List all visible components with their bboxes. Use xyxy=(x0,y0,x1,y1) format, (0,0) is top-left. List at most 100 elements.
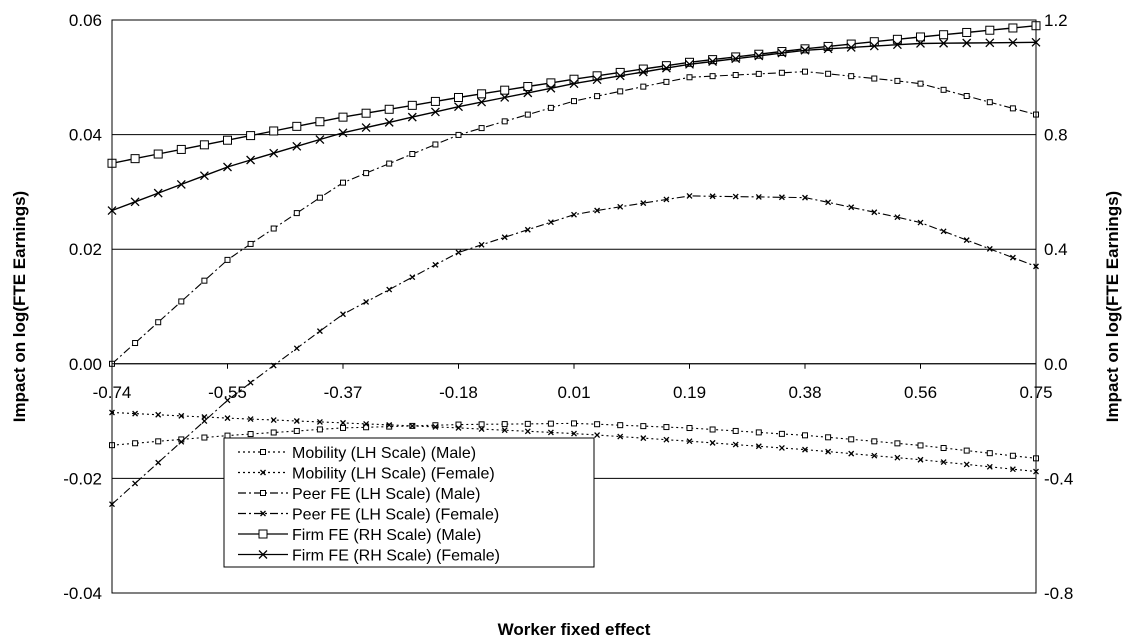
x-marker xyxy=(316,328,323,335)
square-marker xyxy=(547,104,554,111)
square-marker xyxy=(1008,23,1018,33)
x-tick-label: 0.75 xyxy=(1019,383,1052,402)
x-marker xyxy=(894,454,901,461)
x-marker xyxy=(293,345,300,352)
square-marker xyxy=(823,41,833,51)
y-right-tick-label: 1.2 xyxy=(1044,11,1068,30)
x-axis-title: Worker fixed effect xyxy=(498,620,651,639)
x-marker xyxy=(571,430,577,437)
x-marker xyxy=(132,480,139,487)
x-marker xyxy=(869,41,879,51)
square-marker xyxy=(270,429,277,436)
square-marker xyxy=(755,70,762,77)
square-marker xyxy=(153,149,163,159)
x-marker xyxy=(478,241,485,248)
x-marker xyxy=(524,428,531,435)
x-marker xyxy=(361,123,371,133)
square-marker xyxy=(800,44,810,54)
y-left-tick-label: 0.06 xyxy=(69,11,102,30)
x-marker xyxy=(709,193,716,200)
square-marker xyxy=(316,426,323,433)
x-marker xyxy=(594,207,601,214)
square-marker xyxy=(594,93,601,100)
legend-box xyxy=(223,437,595,568)
square-marker xyxy=(894,440,901,447)
legend-item: Mobility (LH Scale) (Female) xyxy=(238,466,495,483)
x-marker xyxy=(871,452,878,459)
square-marker xyxy=(1009,105,1016,112)
legend-item: Peer FE (LH Scale) (Male) xyxy=(238,486,481,503)
square-marker xyxy=(848,436,855,443)
square-marker xyxy=(155,319,162,326)
x-marker xyxy=(247,379,254,386)
series-layer xyxy=(107,21,1041,508)
x-tick-label: -0.37 xyxy=(324,383,363,402)
square-marker xyxy=(638,64,648,74)
legend-item: Peer FE (LH Scale) (Female) xyxy=(238,507,499,524)
x-tick-label: 0.38 xyxy=(788,383,821,402)
square-marker xyxy=(270,225,277,232)
x-marker xyxy=(260,469,266,476)
square-marker xyxy=(825,70,832,77)
x-marker xyxy=(247,416,254,423)
square-marker xyxy=(478,125,485,132)
square-marker xyxy=(709,426,716,433)
y-right-axis-title: Impact on log(FTE Earnings) xyxy=(1103,191,1122,422)
x-marker xyxy=(153,188,163,198)
x-marker xyxy=(777,48,787,58)
square-marker xyxy=(939,30,949,40)
square-marker xyxy=(940,86,947,93)
y-left-tick-label: 0.00 xyxy=(69,355,102,374)
x-marker xyxy=(132,410,139,417)
x-marker xyxy=(755,193,762,200)
square-marker xyxy=(916,32,925,42)
x-marker xyxy=(315,135,325,144)
x-marker xyxy=(384,117,394,127)
x-marker xyxy=(178,438,185,445)
y-left-tick-label: 0.02 xyxy=(69,240,102,259)
x-marker xyxy=(778,444,785,451)
x-marker xyxy=(731,54,741,64)
square-marker xyxy=(661,61,671,71)
x-marker xyxy=(846,42,856,52)
square-marker xyxy=(1009,452,1016,459)
square-marker xyxy=(501,118,508,125)
square-marker xyxy=(825,434,832,441)
square-marker xyxy=(524,111,531,118)
x-marker xyxy=(363,420,370,427)
square-marker xyxy=(477,89,487,99)
square-marker xyxy=(260,449,266,455)
x-marker xyxy=(661,63,671,73)
square-marker xyxy=(871,75,878,82)
x-marker xyxy=(800,45,810,55)
x-marker xyxy=(754,51,764,61)
x-marker xyxy=(916,39,925,48)
square-marker xyxy=(523,82,533,92)
x-marker xyxy=(825,448,832,455)
square-marker xyxy=(986,450,993,457)
x-marker xyxy=(338,128,348,138)
x-marker xyxy=(478,426,485,433)
square-marker xyxy=(546,78,556,88)
x-marker xyxy=(917,456,924,463)
x-marker xyxy=(640,435,647,442)
square-marker xyxy=(269,126,279,136)
square-marker xyxy=(617,422,624,429)
y-right-tick-label: 0.0 xyxy=(1044,355,1068,374)
x-marker xyxy=(963,461,970,468)
legend-label: Mobility (LH Scale) (Male) xyxy=(292,445,476,462)
square-marker xyxy=(777,47,787,57)
square-marker xyxy=(386,160,393,167)
y-right-tick-label: -0.8 xyxy=(1044,584,1073,603)
square-marker xyxy=(686,74,693,81)
x-marker xyxy=(985,38,995,48)
series-line xyxy=(111,422,1037,459)
x-marker xyxy=(663,436,670,443)
x-marker xyxy=(386,421,393,428)
square-marker xyxy=(708,55,718,65)
square-marker xyxy=(686,425,693,432)
x-marker xyxy=(258,550,268,559)
x-marker xyxy=(477,97,487,107)
square-marker xyxy=(617,88,624,95)
x-marker xyxy=(592,75,602,85)
